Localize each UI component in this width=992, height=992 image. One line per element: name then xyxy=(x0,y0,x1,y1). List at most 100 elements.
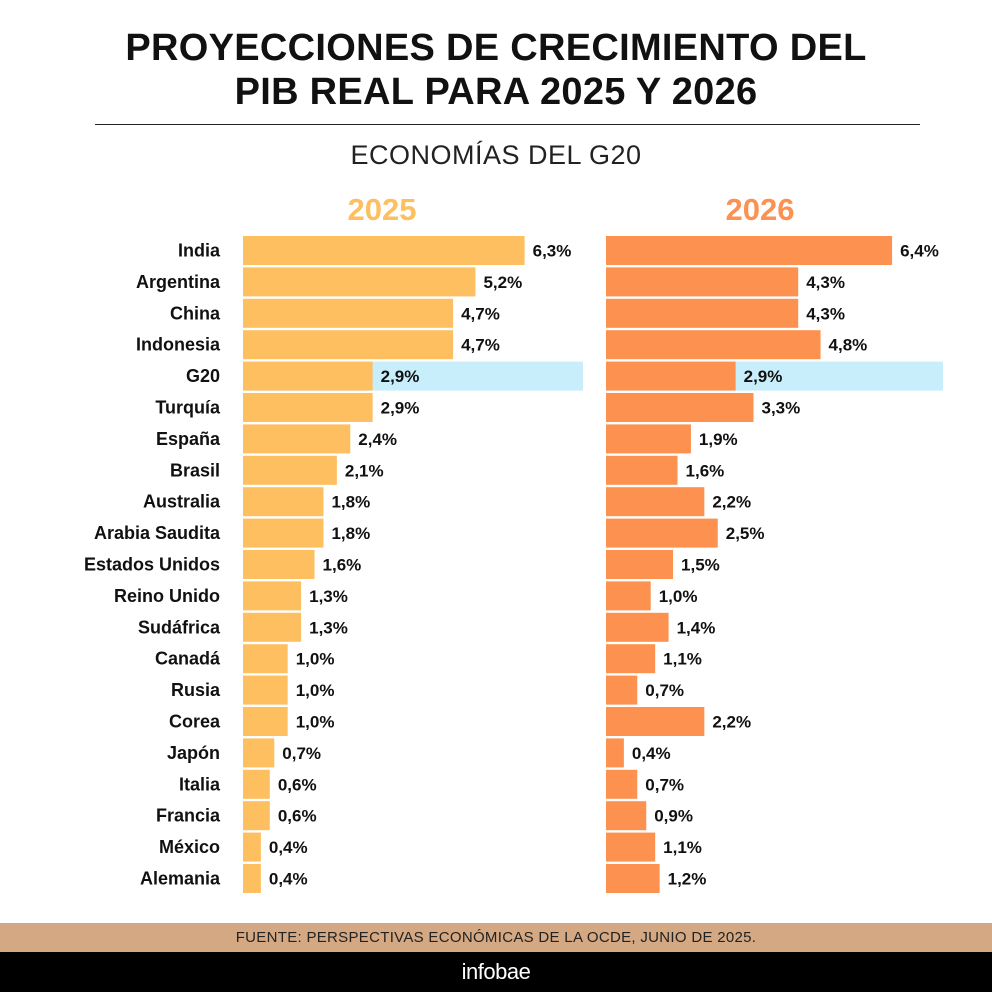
bar-2025 xyxy=(243,769,270,799)
bar-2025 xyxy=(243,330,454,360)
value-label-2026: 1,4% xyxy=(677,618,716,637)
bar-2025 xyxy=(243,455,337,485)
bar-2026 xyxy=(606,236,893,265)
value-label-2025: 2,9% xyxy=(381,399,420,418)
chart-subtitle: ECONOMÍAS DEL G20 xyxy=(350,140,642,170)
value-label-2025: 0,4% xyxy=(269,838,308,857)
category-label: Rusia xyxy=(171,680,221,700)
bar-chart: 2025 2026 India Argentina China Indonesia G20 T… xyxy=(84,192,943,893)
value-label-2025: 1,6% xyxy=(323,556,362,575)
value-label-2026: 2,9% xyxy=(744,367,783,386)
chart-title: PROYECCIONES DE CRECIMIENTO DEL PIB REAL… xyxy=(0,26,992,114)
value-label-2025: 1,3% xyxy=(309,618,348,637)
value-label-2026: 4,8% xyxy=(829,336,868,355)
value-label-2026: 4,3% xyxy=(806,273,845,292)
value-label-2026: 4,3% xyxy=(806,304,845,323)
value-label-2026: 0,7% xyxy=(645,681,684,700)
value-label-2026: 0,7% xyxy=(645,775,684,794)
category-label: México xyxy=(159,837,220,857)
bar-2025 xyxy=(243,612,302,642)
title-line-2: PIB REAL PARA 2025 Y 2026 xyxy=(234,71,758,113)
title-line-1: PROYECCIONES DE CRECIMIENTO DEL xyxy=(125,27,867,69)
value-label-2026: 3,3% xyxy=(762,399,801,418)
value-label-2025: 5,2% xyxy=(483,273,522,292)
value-label-2026: 2,5% xyxy=(726,524,765,543)
category-label: Brasil xyxy=(170,460,220,480)
value-label-2025: 1,8% xyxy=(331,524,370,543)
bar-2026 xyxy=(606,707,705,736)
value-label-2025: 0,6% xyxy=(278,807,317,826)
category-label: Estados Unidos xyxy=(84,555,220,575)
bar-2025 xyxy=(243,298,454,328)
value-label-2025: 2,9% xyxy=(381,367,420,386)
value-label-2025: 0,7% xyxy=(282,744,321,763)
value-label-2025: 2,4% xyxy=(358,430,397,449)
value-label-2026: 1,5% xyxy=(681,556,720,575)
bar-2025 xyxy=(243,801,270,831)
value-label-2025: 1,8% xyxy=(331,493,370,512)
value-label-2026: 1,0% xyxy=(659,587,698,606)
bar-2025 xyxy=(243,487,324,517)
bar-2025 xyxy=(243,738,275,768)
value-label-2025: 0,4% xyxy=(269,870,308,889)
category-label: Reino Unido xyxy=(114,586,220,606)
bar-2025 xyxy=(243,581,302,611)
bar-2026 xyxy=(606,738,624,768)
bar-2026 xyxy=(606,330,821,360)
series-header-2025: 2025 xyxy=(348,192,417,227)
category-label: España xyxy=(156,429,221,449)
bar-2026 xyxy=(606,801,647,831)
value-label-2025: 6,3% xyxy=(533,242,572,261)
category-label: India xyxy=(178,241,221,261)
bar-2025 xyxy=(243,424,351,454)
bar-2025 xyxy=(243,675,288,705)
category-label: Canadá xyxy=(155,649,221,669)
title-divider xyxy=(95,124,920,125)
category-label: G20 xyxy=(186,366,220,386)
bar-2025 xyxy=(243,707,288,736)
value-label-2026: 1,1% xyxy=(663,650,702,669)
value-label-2026: 2,2% xyxy=(712,493,751,512)
category-label: Alemania xyxy=(140,869,221,889)
bar-2026 xyxy=(606,361,736,391)
bar-2025 xyxy=(243,864,261,893)
value-label-2025: 4,7% xyxy=(461,304,500,323)
value-label-2025: 2,1% xyxy=(345,461,384,480)
category-label: Australia xyxy=(143,492,221,512)
bar-2025 xyxy=(243,267,476,297)
bar-2026 xyxy=(606,864,660,893)
bar-2025 xyxy=(243,550,315,579)
category-label: Indonesia xyxy=(136,335,221,355)
category-label: Sudáfrica xyxy=(138,617,221,637)
category-label: Italia xyxy=(179,774,221,794)
bar-2026 xyxy=(606,487,705,517)
bar-2026 xyxy=(606,550,674,579)
bar-2025 xyxy=(243,361,373,391)
value-label-2025: 1,0% xyxy=(296,713,335,732)
footer: infobae xyxy=(0,952,992,992)
bar-2025 xyxy=(243,518,324,548)
value-label-2026: 1,6% xyxy=(686,461,725,480)
category-label: Corea xyxy=(169,712,221,732)
value-label-2025: 1,0% xyxy=(296,681,335,700)
bar-2026 xyxy=(606,393,754,422)
infobae-logo: infobae xyxy=(461,959,531,984)
source-text: FUENTE: PERSPECTIVAS ECONÓMICAS DE LA OC… xyxy=(235,929,757,946)
value-label-2026: 1,1% xyxy=(663,838,702,857)
bar-2026 xyxy=(606,298,799,328)
value-label-2026: 0,4% xyxy=(632,744,671,763)
category-label: China xyxy=(170,303,221,323)
value-label-2026: 1,2% xyxy=(668,870,707,889)
value-label-2026: 2,2% xyxy=(712,713,751,732)
value-label-2025: 4,7% xyxy=(461,336,500,355)
bar-2026 xyxy=(606,581,651,611)
value-label-2025: 1,3% xyxy=(309,587,348,606)
value-label-2026: 1,9% xyxy=(699,430,738,449)
bar-2026 xyxy=(606,518,718,548)
series-header-2026: 2026 xyxy=(726,192,795,227)
bar-2026 xyxy=(606,644,656,674)
bar-2026 xyxy=(606,832,656,862)
bar-2025 xyxy=(243,393,373,422)
bar-2026 xyxy=(606,267,799,297)
category-label: Japón xyxy=(167,743,220,763)
